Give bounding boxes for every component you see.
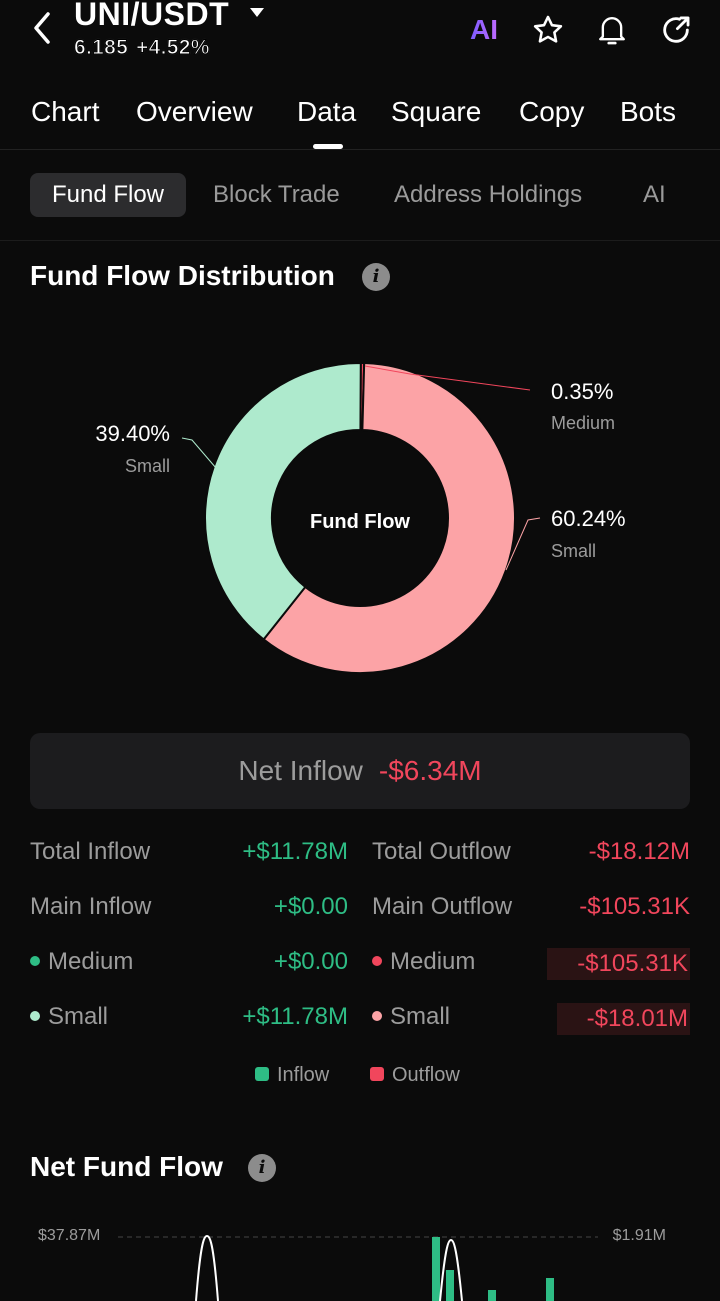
price-line: 6.185 +4.52% xyxy=(73,36,210,60)
segment-medium-pct: 0.35% xyxy=(551,379,613,404)
outflow-medium: Medium xyxy=(372,948,475,976)
subtab-address-holdings[interactable]: Address Holdings xyxy=(394,181,583,208)
flow-bar xyxy=(432,1237,440,1301)
inflow-label: Main Inflow xyxy=(30,893,152,920)
summary-row: Medium +$0.00 Medium -$105.31K xyxy=(0,942,720,982)
medium-in-dot xyxy=(30,955,40,966)
share-icon[interactable] xyxy=(658,12,694,48)
tab-data[interactable]: Data xyxy=(297,96,357,127)
info-icon[interactable]: i xyxy=(248,1154,276,1182)
left-axis-label: $37.87M xyxy=(38,1227,101,1244)
net-fund-flow-chart: $37.87M $1.91M xyxy=(0,1200,720,1301)
small-out-dot xyxy=(372,1010,382,1021)
segment-medium-label: Medium xyxy=(551,413,615,433)
net-inflow-label: Net Inflow xyxy=(238,755,363,786)
donut-slice-small-2[interactable] xyxy=(204,362,362,641)
inflow-label: Total Inflow xyxy=(30,838,151,865)
inflow-small: Small xyxy=(30,1003,108,1031)
subtab-block-trade[interactable]: Block Trade xyxy=(213,181,340,208)
back-icon[interactable] xyxy=(28,8,58,48)
inflow-value: +$11.78M xyxy=(242,1003,348,1030)
flow-bar xyxy=(546,1278,554,1301)
summary-row: Small +$11.78M Small -$18.01M xyxy=(0,997,720,1037)
outflow-label: Main Outflow xyxy=(372,893,513,920)
tab-copy[interactable]: Copy xyxy=(519,96,585,127)
star-icon[interactable] xyxy=(530,12,566,48)
tab-bots[interactable]: Bots xyxy=(620,96,677,127)
outflow-label: Total Outflow xyxy=(372,838,511,865)
segment-small-in-label: Small xyxy=(125,456,170,476)
donut-slice-small-1[interactable] xyxy=(262,362,516,674)
top-icons: AI xyxy=(466,10,694,50)
price-change: +4.52% xyxy=(136,36,210,60)
outflow-small: Small xyxy=(372,1003,450,1031)
caret-down-icon[interactable] xyxy=(248,4,266,20)
top-bar: UNI/USDT 6.185 +4.52% AI xyxy=(0,0,720,75)
sub-tabs: Fund Flow Block Trade Address Holdings A… xyxy=(0,151,720,241)
right-axis-label: $1.91M xyxy=(612,1227,666,1244)
flow-line xyxy=(195,1234,219,1301)
pair-title[interactable]: UNI/USDT xyxy=(74,0,230,32)
summary-row: Total Inflow +$11.78M Total Outflow -$18… xyxy=(0,832,720,872)
inflow-medium: Medium xyxy=(30,948,133,976)
outflow-value: -$105.31K xyxy=(547,948,690,980)
last-price: 6.185 xyxy=(73,36,129,60)
medium-out-dot xyxy=(372,955,382,966)
outflow-swatch xyxy=(370,1066,384,1081)
tab-chart[interactable]: Chart xyxy=(31,96,100,127)
inflow-value: +$0.00 xyxy=(273,948,348,975)
tab-square[interactable]: Square xyxy=(391,96,482,127)
tab-overview[interactable]: Overview xyxy=(136,96,253,127)
summary-row: Main Inflow +$0.00 Main Outflow -$105.31… xyxy=(0,887,720,927)
info-icon[interactable]: i xyxy=(362,263,390,291)
segment-small-out-label: Small xyxy=(551,541,596,561)
small-in-dot xyxy=(30,1010,40,1021)
outflow-value: -$105.31K xyxy=(579,893,690,920)
net-inflow-box: Net Inflow -$6.34M xyxy=(30,733,690,809)
active-tab-indicator xyxy=(313,144,343,149)
inflow-value: +$11.78M xyxy=(242,838,348,865)
main-tabs: Chart Overview Data Square Copy Bots xyxy=(0,86,720,150)
distribution-title: Fund Flow Distribution xyxy=(30,260,335,291)
donut-center-label: Fund Flow xyxy=(310,511,410,533)
inflow-value: +$0.00 xyxy=(273,893,348,920)
outflow-value: -$18.12M xyxy=(588,838,690,865)
fund-flow-donut: Fund Flow 0.35% Medium 60.24% Small 39.4… xyxy=(0,330,720,700)
segment-small-out-pct: 60.24% xyxy=(551,506,626,531)
legend-inflow[interactable]: Inflow xyxy=(255,1064,329,1087)
net-inflow-value: -$6.34M xyxy=(378,755,482,786)
inflow-swatch xyxy=(255,1066,269,1081)
bell-icon[interactable] xyxy=(594,12,630,48)
net-fund-flow-title: Net Fund Flow xyxy=(30,1151,223,1182)
segment-small-in-pct: 39.40% xyxy=(95,421,170,446)
flow-line xyxy=(439,1238,463,1301)
flow-bar xyxy=(488,1290,496,1301)
outflow-value: -$18.01M xyxy=(556,1003,690,1035)
ai-icon[interactable]: AI xyxy=(470,14,498,45)
flow-bar xyxy=(446,1270,454,1301)
subtab-fund-flow[interactable]: Fund Flow xyxy=(30,173,186,217)
subtab-ai[interactable]: AI xyxy=(643,181,666,208)
legend-outflow[interactable]: Outflow xyxy=(370,1064,460,1087)
